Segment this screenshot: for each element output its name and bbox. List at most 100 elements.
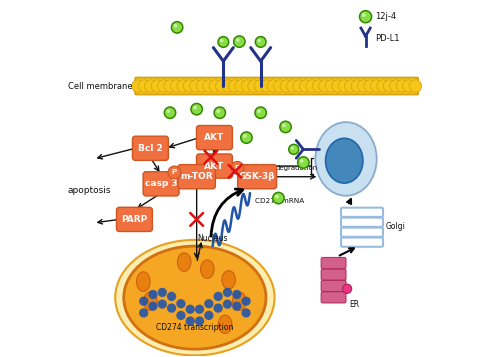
Circle shape bbox=[236, 38, 240, 42]
Circle shape bbox=[195, 305, 204, 314]
Text: degradation: degradation bbox=[276, 165, 318, 171]
FancyBboxPatch shape bbox=[178, 165, 216, 189]
Circle shape bbox=[223, 300, 232, 309]
Text: CD274 transcription: CD274 transcription bbox=[156, 323, 234, 332]
Circle shape bbox=[139, 308, 148, 317]
Circle shape bbox=[184, 80, 196, 92]
Circle shape bbox=[282, 124, 286, 127]
Circle shape bbox=[168, 166, 181, 179]
Ellipse shape bbox=[232, 292, 246, 311]
Text: 12j-4: 12j-4 bbox=[376, 12, 396, 21]
Circle shape bbox=[164, 80, 176, 92]
Circle shape bbox=[396, 80, 408, 92]
Circle shape bbox=[242, 308, 250, 317]
Ellipse shape bbox=[115, 240, 274, 355]
Circle shape bbox=[258, 109, 261, 113]
Circle shape bbox=[138, 80, 150, 92]
Circle shape bbox=[158, 300, 167, 309]
Text: ER: ER bbox=[350, 300, 360, 309]
Ellipse shape bbox=[222, 271, 235, 289]
Circle shape bbox=[190, 80, 202, 92]
Circle shape bbox=[176, 299, 186, 308]
Circle shape bbox=[248, 80, 260, 92]
Ellipse shape bbox=[144, 292, 157, 311]
Circle shape bbox=[267, 80, 280, 92]
Circle shape bbox=[338, 80, 350, 92]
Ellipse shape bbox=[124, 246, 266, 349]
FancyBboxPatch shape bbox=[321, 269, 346, 280]
Circle shape bbox=[231, 161, 244, 174]
Circle shape bbox=[280, 121, 291, 133]
Circle shape bbox=[291, 146, 294, 150]
Circle shape bbox=[228, 80, 241, 92]
Circle shape bbox=[243, 134, 246, 138]
FancyBboxPatch shape bbox=[238, 165, 277, 189]
Circle shape bbox=[234, 36, 245, 47]
Circle shape bbox=[258, 39, 261, 42]
Circle shape bbox=[332, 80, 344, 92]
FancyBboxPatch shape bbox=[321, 280, 346, 292]
Circle shape bbox=[286, 80, 299, 92]
Circle shape bbox=[196, 80, 209, 92]
Circle shape bbox=[195, 316, 204, 326]
Circle shape bbox=[306, 80, 318, 92]
Text: casp 3: casp 3 bbox=[145, 179, 178, 188]
Circle shape bbox=[280, 80, 292, 92]
Text: Nucleus: Nucleus bbox=[198, 235, 228, 243]
Circle shape bbox=[223, 288, 232, 297]
Circle shape bbox=[319, 80, 332, 92]
Circle shape bbox=[409, 80, 422, 92]
Text: m-TOR: m-TOR bbox=[180, 172, 213, 181]
Circle shape bbox=[176, 311, 186, 320]
FancyBboxPatch shape bbox=[135, 77, 418, 95]
Text: AKT: AKT bbox=[204, 133, 225, 142]
Circle shape bbox=[312, 80, 325, 92]
Text: PD-L1: PD-L1 bbox=[376, 34, 400, 42]
Circle shape bbox=[148, 290, 158, 299]
Circle shape bbox=[218, 37, 228, 47]
Circle shape bbox=[300, 80, 312, 92]
Circle shape bbox=[275, 195, 278, 198]
Circle shape bbox=[273, 192, 284, 204]
Circle shape bbox=[167, 303, 176, 313]
Circle shape bbox=[191, 104, 202, 115]
Circle shape bbox=[325, 80, 338, 92]
Circle shape bbox=[260, 80, 274, 92]
Ellipse shape bbox=[142, 259, 248, 336]
Circle shape bbox=[148, 302, 158, 311]
Text: P: P bbox=[235, 165, 240, 171]
Circle shape bbox=[293, 80, 306, 92]
Circle shape bbox=[170, 80, 183, 92]
Circle shape bbox=[360, 11, 372, 23]
Circle shape bbox=[158, 80, 170, 92]
Circle shape bbox=[202, 80, 215, 92]
Circle shape bbox=[177, 80, 190, 92]
Circle shape bbox=[214, 107, 226, 119]
Circle shape bbox=[172, 22, 183, 33]
Circle shape bbox=[232, 302, 241, 311]
Circle shape bbox=[222, 80, 234, 92]
Circle shape bbox=[255, 107, 266, 119]
Text: Golgi: Golgi bbox=[385, 222, 405, 231]
Text: P: P bbox=[172, 170, 177, 175]
Circle shape bbox=[390, 80, 402, 92]
FancyBboxPatch shape bbox=[116, 207, 152, 231]
Circle shape bbox=[242, 80, 254, 92]
Circle shape bbox=[362, 13, 366, 17]
Circle shape bbox=[232, 290, 241, 299]
Circle shape bbox=[300, 159, 304, 163]
Circle shape bbox=[256, 37, 266, 47]
Text: apoptosis: apoptosis bbox=[68, 186, 111, 195]
Text: CD274 mRNA: CD274 mRNA bbox=[256, 198, 304, 205]
Circle shape bbox=[235, 80, 248, 92]
Circle shape bbox=[254, 80, 267, 92]
Text: GSK-3β: GSK-3β bbox=[239, 172, 276, 181]
Circle shape bbox=[344, 80, 357, 92]
Circle shape bbox=[209, 80, 222, 92]
Circle shape bbox=[158, 288, 167, 297]
Circle shape bbox=[186, 316, 195, 326]
Circle shape bbox=[351, 80, 364, 92]
Circle shape bbox=[132, 80, 144, 92]
Circle shape bbox=[144, 80, 157, 92]
Circle shape bbox=[220, 39, 224, 42]
